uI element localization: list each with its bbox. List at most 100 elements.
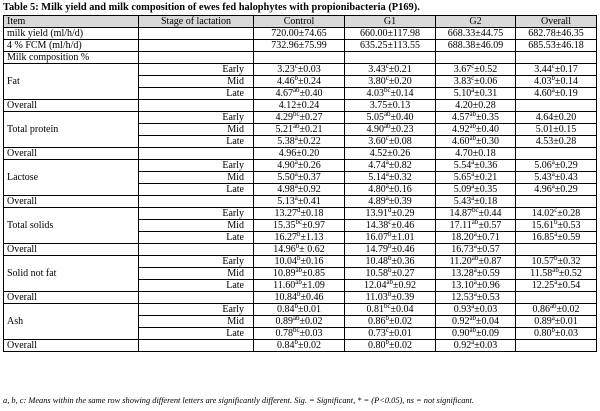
standard-error: ±0.46 <box>391 220 415 231</box>
table-row: milk yield (ml/h/d) 720.00±74.65 660.00±… <box>3 27 597 40</box>
significance-letters: ab <box>469 111 477 118</box>
value-cell: 660.00±117.98 <box>344 27 436 40</box>
mean-value: 4.74 <box>368 160 386 171</box>
value-cell: 16.73a±0.57 <box>435 243 516 256</box>
significance-letters: a <box>554 279 558 286</box>
header-row: Item Stage of lactation Control G1 G2 Ov… <box>3 15 597 28</box>
significance-letters: c <box>471 63 475 70</box>
overall-label: Overall <box>3 291 139 304</box>
significance-letters: a <box>385 183 389 190</box>
value-cell: 5.13a±0.41 <box>253 195 345 208</box>
standard-error: ±0.92 <box>297 184 321 195</box>
significance-letters: a <box>471 171 475 178</box>
table-row: Total solids Early 13.27d±0.18 13.91d±0.29 1… <box>3 207 597 244</box>
value-cell: 4.53±0.28 <box>515 135 597 148</box>
significance-letters: bc <box>292 327 300 334</box>
mean-value: 3.60 <box>368 136 386 147</box>
mean-value: 4.29 <box>275 112 293 123</box>
value-cell: 10.04b±0.16 <box>253 255 345 268</box>
standard-error: ±1.13 <box>300 232 324 243</box>
standard-error: ±0.31 <box>474 88 498 99</box>
standard-error: ±0.26 <box>387 148 411 159</box>
value-cell: 0.84b±0.02 <box>253 339 345 352</box>
standard-error: ±0.04 <box>390 304 414 315</box>
mean-value: 4.52 <box>369 148 388 159</box>
stage-label: Mid <box>227 316 244 327</box>
mean-value: 14.02 <box>531 208 555 219</box>
stage-label: Early <box>222 160 244 171</box>
value-cell: 4.90a±0.26 <box>253 159 345 172</box>
value-cell: 0.86ab±0.02 <box>515 303 597 316</box>
mean-value: 15.35 <box>272 220 296 231</box>
table-footnote: a, b, c: Means within the same row showi… <box>3 396 475 405</box>
standard-error: ±0.29 <box>554 160 578 171</box>
mean-value: 4.03 <box>534 76 552 87</box>
overall-row: Overall 0.84b±0.02 0.80b±0.02 0.92a±0.03 <box>3 339 597 352</box>
significance-letters: a <box>294 159 298 166</box>
mean-value: 5.14 <box>368 172 386 183</box>
mean-value: 0.92 <box>453 340 472 351</box>
standard-error: ±0.71 <box>476 232 500 243</box>
value-cell: 4.92ab±0.40 <box>435 123 516 136</box>
value-cell: 5.43a±0.18 <box>435 195 516 208</box>
mean-value: 10.57 <box>531 256 555 267</box>
standard-error: ±0.16 <box>300 256 324 267</box>
significance-letters: b <box>388 267 392 274</box>
significance-letters: a <box>294 171 298 178</box>
value-cell: 4.89a±0.39 <box>344 195 436 208</box>
significance-letters: a <box>554 231 558 238</box>
value-cell: 18.20a±0.71 <box>435 231 516 244</box>
value-cell: 15.61b±0.53 <box>515 219 597 232</box>
table-row: Fat Early 3.23c±0.03 3.43c±0.21 3.67c±0.52 3.… <box>3 63 597 100</box>
significance-letters: a <box>473 279 477 286</box>
value-cell: 688.38±46.09 <box>435 39 516 52</box>
mean-value: 4.12 <box>278 100 297 111</box>
stage-label: Mid <box>227 172 244 183</box>
stage-cell: Late <box>138 279 254 292</box>
header-g2: G2 <box>435 15 516 28</box>
standard-error: ±0.23 <box>390 124 414 135</box>
mean-value: 3.44 <box>534 64 552 75</box>
value-cell: 5.21ab±0.21 <box>253 123 345 136</box>
mean-value: 5.10 <box>453 88 472 99</box>
table-row: Lactose Early 4.90a±0.26 4.74a±0.82 5.54a±0.… <box>3 159 597 196</box>
table-row: Ash Early 0.84b±0.01 0.81bc±0.04 0.93a±0.03 0… <box>3 303 597 340</box>
row-label: milk yield (ml/h/d) <box>3 27 139 40</box>
mean-value: 4.90 <box>366 124 384 135</box>
significance-letters: ab <box>383 123 391 130</box>
significance-letters: a <box>551 171 555 178</box>
standard-error: ±0.26 <box>297 160 321 171</box>
overall-label: Overall <box>3 243 139 256</box>
significance-letters: b <box>294 339 299 346</box>
mean-value: 0.86 <box>532 304 550 315</box>
value-cell: 12.53a±0.53 <box>435 291 516 304</box>
significance-letters: ab <box>552 267 559 274</box>
significance-letters: ab <box>549 303 557 310</box>
stage-cell: Late <box>138 183 254 196</box>
value-cell: 5.05ab±0.40 <box>344 111 436 124</box>
significance-letters: c <box>471 75 475 82</box>
mean-value: 5.50 <box>277 172 295 183</box>
significance-letters: d <box>297 207 301 214</box>
significance-letters: b <box>294 303 299 310</box>
standard-error: ±0.01 <box>388 328 412 339</box>
standard-error: ±0.92 <box>393 280 417 291</box>
header-g1: G1 <box>344 15 436 28</box>
value-cell: 668.33±44.75 <box>435 27 516 40</box>
significance-letters: b <box>297 231 301 238</box>
value-cell: 12.04ab±0.92 <box>344 279 436 292</box>
significance-letters: a <box>471 183 475 190</box>
value-cell: 3.67c±0.52 <box>435 63 516 76</box>
group-label: Total protein <box>3 111 139 148</box>
significance-letters: b <box>385 339 390 346</box>
overall-row: Overall 4.96±0.20 4.52±0.26 4.70±0.18 <box>3 147 597 160</box>
significance-letters: ab <box>292 315 300 322</box>
significance-letters: bc <box>471 207 479 214</box>
value-cell: 0.80b±0.03 <box>515 327 597 340</box>
mean-value: 0.78 <box>275 328 293 339</box>
standard-error: ±0.18 <box>300 208 324 219</box>
significance-letters: d <box>388 207 392 214</box>
significance-letters: b <box>297 255 301 262</box>
mean-value: 0.80 <box>534 328 552 339</box>
value-cell: 5.43a±0.43 <box>515 171 597 184</box>
